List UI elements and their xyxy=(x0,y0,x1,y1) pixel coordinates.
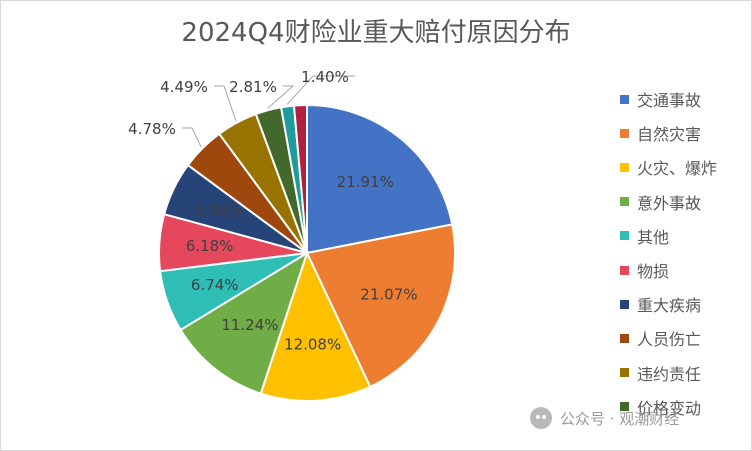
legend-swatch xyxy=(620,128,629,138)
legend-swatch xyxy=(620,197,629,207)
legend: 交通事故自然灾害火灾、爆炸意外事故其他物损重大疾病人员伤亡违约责任价格变动 xyxy=(620,82,750,424)
data-label: 21.91% xyxy=(337,173,394,191)
legend-swatch xyxy=(620,368,629,378)
pie-slices xyxy=(158,103,456,402)
data-label: 4.78% xyxy=(128,120,176,138)
chart-title: 2024Q4财险业重大赔付原因分布 xyxy=(181,18,571,48)
legend-item: 重大疾病 xyxy=(620,287,750,321)
data-label: 5.90% xyxy=(195,201,243,219)
legend-label: 自然灾害 xyxy=(637,125,702,145)
legend-item: 价格变动 xyxy=(620,390,750,424)
legend-swatch xyxy=(620,333,629,343)
legend-item: 违约责任 xyxy=(620,356,750,390)
pie-slice xyxy=(305,223,456,389)
pie-slice xyxy=(292,103,308,254)
data-label: 11.24% xyxy=(221,316,278,334)
data-label: 6.74% xyxy=(191,276,239,294)
data-label: 1.40% xyxy=(301,68,349,86)
pie-slice xyxy=(306,103,454,255)
legend-label: 火灾、爆炸 xyxy=(637,159,718,179)
legend-label: 重大疾病 xyxy=(637,296,702,316)
legend-label: 意外事故 xyxy=(637,193,702,213)
legend-swatch xyxy=(620,265,629,275)
pie-slice xyxy=(179,250,309,395)
legend-item: 意外事故 xyxy=(620,185,750,219)
leader-line xyxy=(214,85,237,122)
legend-label: 物损 xyxy=(637,262,670,282)
legend-item: 交通事故 xyxy=(620,82,750,116)
data-label: 21.07% xyxy=(360,285,417,303)
leader-line xyxy=(182,127,202,148)
legend-label: 交通事故 xyxy=(637,91,702,111)
legend-item: 自然灾害 xyxy=(620,116,750,150)
pie-slice xyxy=(259,250,372,402)
legend-item: 其他 xyxy=(620,219,750,253)
legend-label: 违约责任 xyxy=(637,364,702,384)
legend-swatch xyxy=(620,402,629,412)
legend-swatch xyxy=(620,162,629,172)
watermark-text: 公众号 · 观潮财经 xyxy=(560,409,680,428)
legend-item: 人员伤亡 xyxy=(620,321,750,355)
legend-item: 物损 xyxy=(620,253,750,287)
watermark: 公众号 · 观潮财经 xyxy=(530,407,679,429)
data-label: 12.08% xyxy=(284,336,341,354)
leader-lines xyxy=(182,75,355,148)
data-label: 2.81% xyxy=(229,78,277,96)
legend-swatch xyxy=(620,94,629,104)
legend-swatch xyxy=(620,299,629,309)
legend-swatch xyxy=(620,231,629,241)
legend-label: 价格变动 xyxy=(637,398,702,418)
leader-line xyxy=(267,85,295,109)
data-labels: 21.91% 21.07% 12.08% 11.24% 6.74% 6.18% 5.90% 4… xyxy=(128,68,417,354)
wechat-icon xyxy=(530,407,552,429)
legend-label: 人员伤亡 xyxy=(637,330,702,350)
data-label: 6.18% xyxy=(186,237,234,255)
leader-line xyxy=(286,75,355,105)
legend-label: 其他 xyxy=(637,227,670,247)
legend-item: 火灾、爆炸 xyxy=(620,150,750,184)
data-label: 4.49% xyxy=(160,78,208,96)
